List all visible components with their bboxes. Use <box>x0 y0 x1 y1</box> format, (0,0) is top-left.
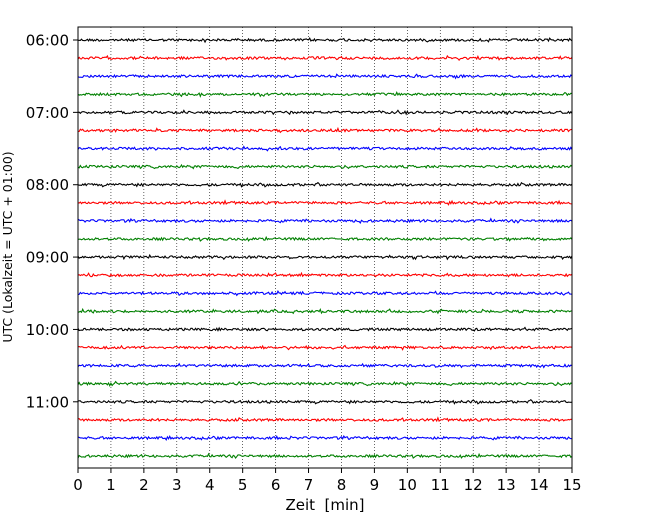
x-axis-title: Zeit [min] <box>285 496 364 514</box>
trace-7 <box>77 163 573 170</box>
seismic-traces <box>77 37 573 459</box>
trace-0 <box>77 37 573 44</box>
x-tick-label-10: 10 <box>398 476 417 494</box>
x-tick-label-3: 3 <box>172 476 182 494</box>
trace-16 <box>77 326 573 332</box>
y-tick-label-3: 09:00 <box>26 249 69 267</box>
y-tick-label-0: 06:00 <box>26 32 69 50</box>
trace-9 <box>77 199 572 206</box>
x-tick-label-11: 11 <box>431 476 450 494</box>
x-tick-label-5: 5 <box>238 476 248 494</box>
trace-18 <box>77 362 573 369</box>
x-tick-label-15: 15 <box>562 476 581 494</box>
trace-14 <box>77 290 573 297</box>
trace-3 <box>77 91 573 98</box>
x-tick-label-2: 2 <box>139 476 149 494</box>
x-axis-ticks: 0 1 2 3 4 5 6 7 8 9 10 11 12 13 14 15 <box>73 468 582 494</box>
trace-2 <box>77 73 573 80</box>
trace-21 <box>78 416 573 423</box>
trace-20 <box>77 398 573 405</box>
trace-4 <box>77 109 573 116</box>
x-tick-label-7: 7 <box>304 476 314 494</box>
trace-8 <box>77 181 573 188</box>
trace-1 <box>77 54 573 62</box>
x-tick-label-1: 1 <box>106 476 116 494</box>
x-tick-label-14: 14 <box>530 476 549 494</box>
trace-19 <box>77 380 573 387</box>
trace-11 <box>77 235 573 242</box>
x-tick-label-8: 8 <box>337 476 347 494</box>
x-tick-label-4: 4 <box>205 476 215 494</box>
x-tick-label-13: 13 <box>497 476 516 494</box>
x-tick-label-9: 9 <box>370 476 380 494</box>
trace-13 <box>77 271 573 278</box>
y-axis-title: UTC (Lokalzeit = UTC + 01:00) <box>0 151 15 342</box>
x-tick-label-0: 0 <box>73 476 83 494</box>
trace-22 <box>77 434 573 442</box>
x-tick-label-12: 12 <box>464 476 483 494</box>
y-tick-label-4: 10:00 <box>26 321 69 339</box>
y-tick-label-5: 11:00 <box>26 393 69 411</box>
trace-12 <box>77 253 573 261</box>
trace-17 <box>77 344 573 351</box>
trace-23 <box>77 452 573 459</box>
trace-5 <box>77 126 573 134</box>
y-tick-label-2: 08:00 <box>26 176 69 194</box>
x-tick-label-6: 6 <box>271 476 281 494</box>
trace-10 <box>77 217 573 224</box>
plot-frame <box>77 26 573 469</box>
y-tick-label-1: 07:00 <box>26 104 69 122</box>
y-axis-ticks: 06:00 07:00 08:00 09:00 10:00 11:00 <box>26 32 78 411</box>
trace-15 <box>77 307 573 315</box>
plot-background <box>78 27 572 468</box>
trace-6 <box>77 145 573 152</box>
